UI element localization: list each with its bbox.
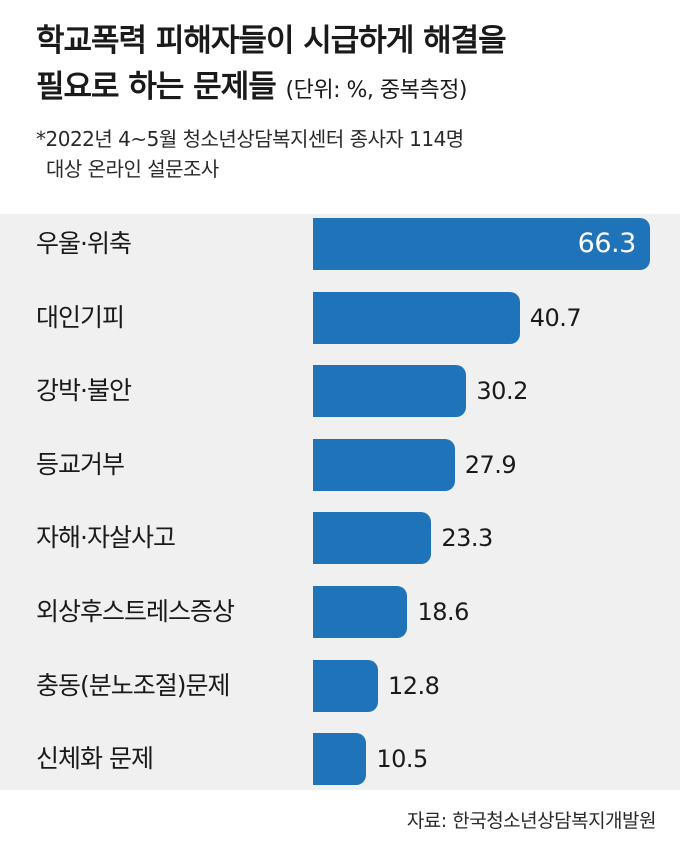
bar	[313, 438, 455, 491]
category-label: 등교거부	[36, 449, 125, 479]
source-label: 자료: 한국청소년상담복지개발원	[406, 810, 657, 832]
value-label: 10.5	[376, 745, 428, 774]
category-label: 대인기피	[36, 302, 125, 332]
value-label: 40.7	[529, 303, 582, 332]
note-line-2: 대상 온라인 설문조사	[46, 157, 219, 181]
title-line-1: 학교폭력 피해자들이 시급하게 해결을	[36, 23, 507, 59]
chart-title: 학교폭력 피해자들이 시급하게 해결을 필요로 하는 문제들 (단위: %, 중…	[36, 18, 666, 114]
category-label: 우울·위축	[36, 229, 132, 258]
value-label: 66.3	[577, 228, 637, 259]
category-label: 충동(분노조절)문제	[36, 670, 231, 700]
title-line-2-text: 필요로 하는 문제들	[36, 69, 277, 105]
category-label: 강박·불안	[36, 376, 132, 406]
title-line-2: 필요로 하는 문제들 (단위: %, 중복측정)	[36, 64, 666, 114]
bar	[313, 512, 432, 565]
bar	[313, 218, 650, 270]
value-label: 30.2	[476, 377, 528, 406]
value-label: 12.8	[388, 671, 440, 700]
bar	[313, 733, 367, 786]
value-label: 18.6	[417, 598, 469, 626]
category-label: 자해·자살사고	[36, 523, 176, 553]
bar	[313, 291, 520, 344]
category-label: 신체화 문제	[36, 744, 154, 774]
bar	[313, 586, 408, 638]
survey-note: *2022년 4~5월 청소년상담복지센터 종사자 114명 대상 온라인 설문…	[36, 124, 656, 184]
bar	[313, 659, 379, 712]
category-label: 외상후스트레스증상	[36, 597, 235, 626]
unit-label: (단위: %, 중복측정)	[285, 78, 468, 103]
value-label: 27.9	[464, 450, 517, 479]
value-label: 23.3	[441, 524, 493, 553]
note-line-1: *2022년 4~5월 청소년상담복지센터 종사자 114명	[36, 127, 464, 151]
bar	[313, 365, 467, 418]
